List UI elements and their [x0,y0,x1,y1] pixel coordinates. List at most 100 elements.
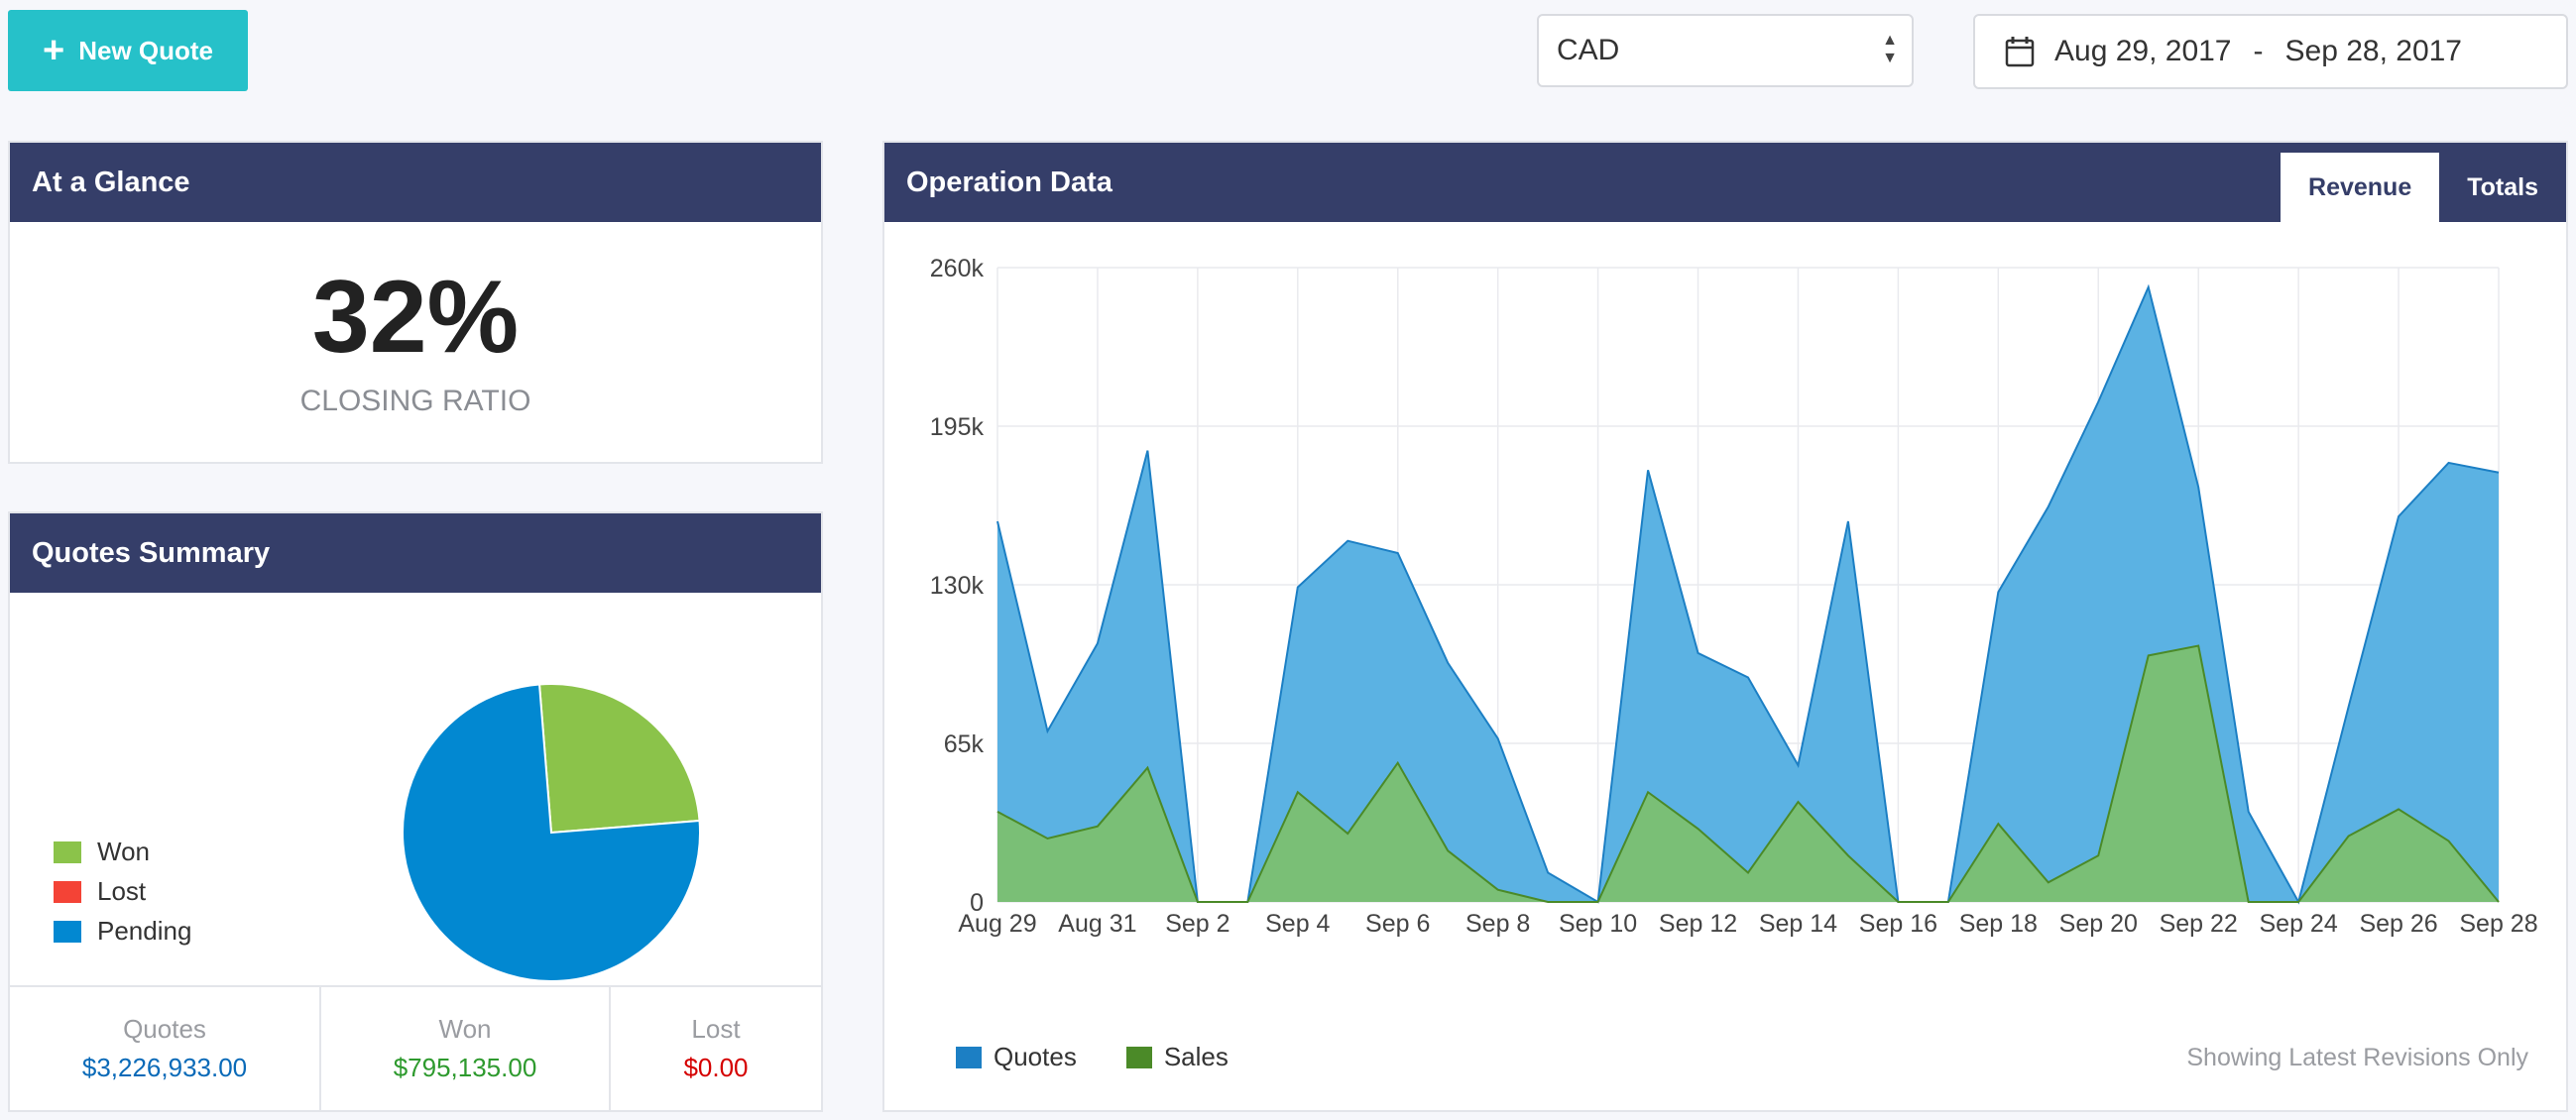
point-quotes[interactable] [2346,704,2352,710]
new-quote-button[interactable]: + New Quote [8,10,248,91]
point-sales[interactable] [1044,836,1050,841]
tab-totals[interactable]: Totals [2467,172,2538,201]
currency-select[interactable]: CAD ▲ ▼ [1537,14,1914,87]
point-sales[interactable] [1495,887,1501,893]
point-sales[interactable] [1545,899,1551,905]
point-quotes[interactable] [1995,589,2001,595]
point-sales[interactable] [1795,799,1801,805]
point-quotes[interactable] [1696,650,1701,656]
pie-slice-won[interactable] [537,683,701,835]
point-sales[interactable] [1345,831,1350,837]
legend-item-lost: Lost [54,876,146,907]
x-tick-label: Sep 10 [1559,910,1637,938]
point-quotes[interactable] [1645,467,1651,473]
point-sales[interactable] [2246,899,2252,905]
point-sales[interactable] [2046,879,2051,885]
point-sales[interactable] [1945,899,1951,905]
x-tick-label: Sep 8 [1465,910,1530,938]
point-quotes[interactable] [1395,550,1401,556]
point-sales[interactable] [1895,899,1901,905]
point-quotes[interactable] [1445,660,1451,666]
point-sales[interactable] [2496,899,2502,905]
total-quotes-label: Quotes [123,1014,206,1044]
date-range-picker[interactable]: Aug 29, 2017 - Sep 28, 2017 [1973,14,2568,89]
point-quotes[interactable] [1295,584,1301,590]
point-sales[interactable] [1195,899,1201,905]
total-won-label: Won [438,1014,492,1044]
revisions-note: Showing Latest Revisions Only [2186,1044,2528,1071]
point-sales[interactable] [2095,852,2101,858]
closing-ratio-label: CLOSING RATIO [299,385,531,417]
point-sales[interactable] [1295,789,1301,795]
point-quotes[interactable] [995,518,1000,524]
tab-revenue[interactable]: Revenue [2281,153,2440,222]
point-quotes[interactable] [2046,504,2051,509]
legend-swatch-pending [54,920,81,943]
point-sales[interactable] [1445,847,1451,853]
total-quotes-value: $3,226,933.00 [81,1053,248,1082]
x-tick-label: Sep 28 [2459,910,2537,938]
quotes-totals: Quotes $3,226,933.00 Won $795,135.00 Los… [10,985,821,1110]
x-tick-label: Sep 24 [2260,910,2338,938]
operation-data-panel: Operation Data Revenue Totals 0 65k 130k 19… [882,141,2568,1112]
area-quotes [997,286,2499,902]
point-quotes[interactable] [1095,640,1101,646]
x-tick-label: Aug 31 [1058,910,1136,938]
point-sales[interactable] [2446,838,2452,843]
point-sales[interactable] [1745,869,1751,875]
x-tick-label: Sep 20 [2059,910,2138,938]
x-tick-label: Aug 29 [958,910,1036,938]
point-sales[interactable] [2295,899,2301,905]
point-quotes[interactable] [2095,398,2101,404]
point-quotes[interactable] [1495,735,1501,741]
point-sales[interactable] [1144,765,1150,771]
y-tick-label: 130k [930,572,985,600]
point-quotes[interactable] [1345,538,1350,544]
point-sales[interactable] [1645,789,1651,795]
point-quotes[interactable] [2246,809,2252,815]
point-quotes[interactable] [1845,518,1851,524]
point-sales[interactable] [1095,824,1101,830]
at-a-glance-title: At a Glance [10,143,821,222]
point-quotes[interactable] [2396,513,2401,519]
x-tick-label: Sep 22 [2160,910,2238,938]
point-sales[interactable] [1244,899,1250,905]
point-sales[interactable] [1595,899,1601,905]
pie-slice-pending[interactable] [402,683,701,982]
point-sales[interactable] [1696,826,1701,832]
point-sales[interactable] [995,809,1000,815]
y-tick-label: 260k [930,255,985,282]
x-tick-label: Sep 16 [1859,910,1937,938]
x-tick-label: Sep 26 [2359,910,2437,938]
point-quotes[interactable] [1745,675,1751,681]
point-sales[interactable] [1995,821,2001,827]
point-quotes[interactable] [2446,460,2452,466]
point-quotes[interactable] [1044,728,1050,734]
legend-item-sales[interactable]: Sales [1125,1042,1229,1072]
legend-swatch-sales [1125,1046,1152,1068]
point-sales[interactable] [2146,652,2152,658]
legend-item-quotes[interactable]: Quotes [956,1042,1077,1072]
point-quotes[interactable] [2496,470,2502,476]
area-sales [997,645,2499,902]
point-quotes[interactable] [2195,485,2201,491]
select-arrows-icon: ▲ ▼ [1882,32,1898,66]
total-lost: Lost $0.00 [609,987,821,1110]
point-sales[interactable] [1395,760,1401,766]
operation-legend: Quotes Sales [956,1042,1278,1072]
new-quote-label: New Quote [78,35,213,65]
legend-item-pending: Pending [54,916,191,947]
point-sales[interactable] [2346,834,2352,840]
x-tick-label: Sep 4 [1265,910,1330,938]
point-sales[interactable] [1845,852,1851,858]
point-quotes[interactable] [1545,869,1551,875]
legend-label-lost: Lost [97,876,147,906]
point-sales[interactable] [2396,806,2401,812]
point-sales[interactable] [2195,643,2201,649]
x-tick-label: Sep 18 [1959,910,2038,938]
point-quotes[interactable] [2146,284,2152,290]
operation-tabs: Revenue Totals [2281,153,2566,222]
point-quotes[interactable] [1795,762,1801,768]
calendar-icon [2005,37,2035,67]
point-quotes[interactable] [1144,448,1150,454]
